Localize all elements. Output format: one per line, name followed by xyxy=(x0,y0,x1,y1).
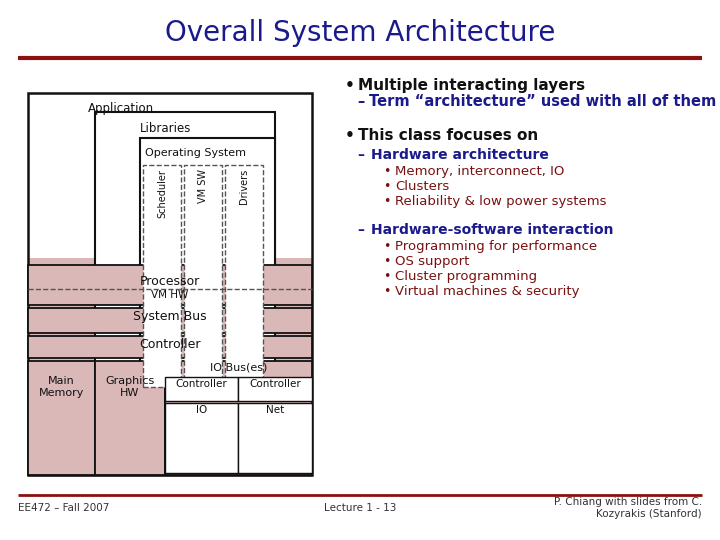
Bar xyxy=(28,336,312,358)
Text: Overall System Architecture: Overall System Architecture xyxy=(165,19,555,47)
Text: •: • xyxy=(383,270,390,283)
Text: •: • xyxy=(345,128,355,143)
Bar xyxy=(165,361,312,475)
Bar xyxy=(95,112,275,390)
Text: •: • xyxy=(383,180,390,193)
Bar xyxy=(225,165,263,387)
Text: Controller: Controller xyxy=(139,338,201,351)
Text: This class focuses on: This class focuses on xyxy=(358,128,539,143)
Text: –: – xyxy=(357,94,364,109)
Text: Processor: Processor xyxy=(140,275,200,288)
Text: •: • xyxy=(383,195,390,208)
Bar xyxy=(28,93,312,475)
Text: Scheduler: Scheduler xyxy=(157,169,167,218)
Text: EE472 – Fall 2007: EE472 – Fall 2007 xyxy=(18,503,109,513)
Text: Operating System: Operating System xyxy=(145,148,246,158)
Text: Term “architecture” used with all of them: Term “architecture” used with all of the… xyxy=(369,94,716,109)
Bar xyxy=(28,258,312,477)
Text: VM SW: VM SW xyxy=(198,169,208,203)
Text: System Bus: System Bus xyxy=(133,310,207,323)
Text: •: • xyxy=(383,285,390,298)
Text: Reliability & low power systems: Reliability & low power systems xyxy=(395,195,606,208)
Text: Graphics
HW: Graphics HW xyxy=(105,376,155,397)
Text: Multiple interacting layers: Multiple interacting layers xyxy=(358,78,585,93)
Text: Hardware-software interaction: Hardware-software interaction xyxy=(371,223,613,237)
Bar xyxy=(95,361,165,475)
Text: Clusters: Clusters xyxy=(395,180,449,193)
Bar xyxy=(184,165,222,387)
Text: Main
Memory: Main Memory xyxy=(39,376,84,397)
Text: Application: Application xyxy=(88,102,154,115)
Text: Programming for performance: Programming for performance xyxy=(395,240,597,253)
Text: •: • xyxy=(345,78,355,93)
Text: VM HW: VM HW xyxy=(151,290,189,300)
Text: •: • xyxy=(383,240,390,253)
Text: Virtual machines & security: Virtual machines & security xyxy=(395,285,580,298)
Bar xyxy=(28,265,312,305)
Text: Net: Net xyxy=(266,405,284,415)
Text: Memory, interconnect, IO: Memory, interconnect, IO xyxy=(395,165,564,178)
Text: Libraries: Libraries xyxy=(140,122,192,135)
Bar xyxy=(28,361,95,475)
Text: Lecture 1 - 13: Lecture 1 - 13 xyxy=(324,503,396,513)
Text: OS support: OS support xyxy=(395,255,469,268)
Text: Controller: Controller xyxy=(249,379,301,389)
Text: IO: IO xyxy=(196,405,207,415)
Text: Hardware architecture: Hardware architecture xyxy=(371,148,549,162)
Bar xyxy=(165,403,238,473)
Text: Drivers: Drivers xyxy=(239,169,249,204)
Text: P. Chiang with slides from C.
Kozyrakis (Stanford): P. Chiang with slides from C. Kozyrakis … xyxy=(554,497,702,519)
Text: –: – xyxy=(357,148,364,162)
Bar xyxy=(165,377,238,401)
Bar xyxy=(28,308,312,333)
Bar xyxy=(143,165,181,387)
Text: IO Bus(es): IO Bus(es) xyxy=(210,363,267,373)
Text: Controller: Controller xyxy=(176,379,228,389)
Text: Cluster programming: Cluster programming xyxy=(395,270,537,283)
Text: •: • xyxy=(383,255,390,268)
Bar xyxy=(140,138,275,390)
Bar xyxy=(238,403,312,473)
Bar xyxy=(238,377,312,401)
Text: •: • xyxy=(383,165,390,178)
Text: –: – xyxy=(357,223,364,237)
